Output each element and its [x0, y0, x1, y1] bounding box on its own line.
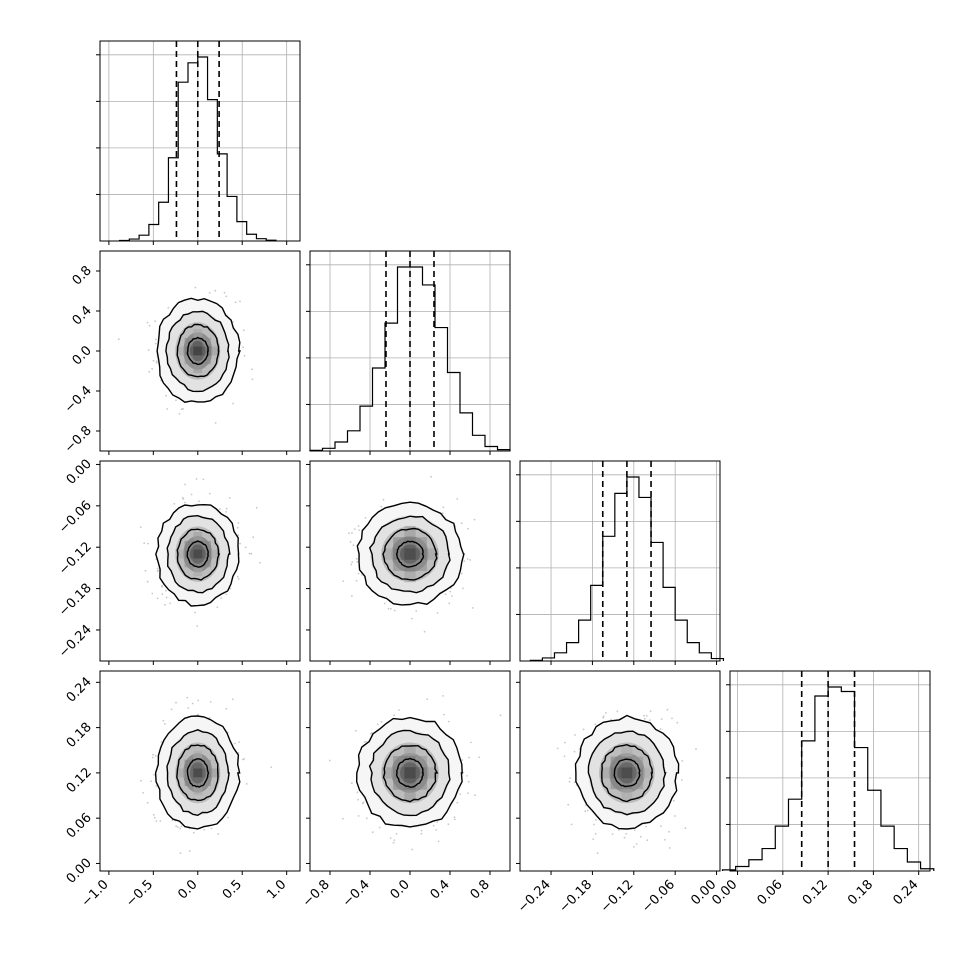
- x-tick-label: 0.06: [755, 877, 786, 908]
- contour-level-1: [382, 745, 439, 803]
- contour-level-2: [166, 729, 230, 817]
- y-tick-label: 0.4: [70, 303, 95, 328]
- y-tick-label: 0.12: [64, 765, 95, 796]
- x-tick-label: 0.5: [220, 877, 245, 902]
- y-tick-label: 0.8: [70, 263, 95, 288]
- y-tick-label: 0.24: [64, 675, 95, 706]
- contour-level-0: [613, 758, 641, 788]
- contour-level-3: [155, 503, 240, 607]
- x-tick-label: 0.00: [709, 877, 740, 908]
- contour-level-3: [156, 297, 241, 403]
- contour-level-2: [165, 310, 230, 393]
- panel-0-0: [96, 40, 301, 245]
- contour-level-3: [356, 501, 465, 606]
- contour-level-0: [395, 757, 424, 788]
- x-tick-label: 0.0: [388, 877, 413, 902]
- panel-3-2: −0.24 −0.18 −0.12 −0.06 0.00: [515, 670, 721, 916]
- y-tick-label: −0.8: [62, 423, 95, 456]
- y-tick-label: 0.00: [64, 457, 95, 488]
- y-tick-label: −0.18: [56, 581, 95, 620]
- y-tick-label: −0.4: [62, 383, 95, 416]
- contour-level-2: [368, 515, 451, 594]
- contour-level-0: [186, 758, 210, 788]
- y-tick-label: −0.06: [56, 498, 95, 537]
- y-tick-label: −0.12: [56, 539, 95, 578]
- x-tick-label: −0.06: [639, 877, 678, 916]
- x-tick-label: −1.0: [79, 877, 112, 910]
- contour-level-1: [382, 527, 438, 581]
- x-tick-label: 0.4: [428, 877, 453, 902]
- axes-frame: [99, 460, 301, 662]
- x-tick-label: 0.18: [845, 877, 876, 908]
- contour-level-1: [176, 744, 219, 802]
- histogram-0: [118, 56, 277, 242]
- panel-2-2: [516, 460, 725, 665]
- contour-level-3: [154, 715, 241, 830]
- contour-level-0: [186, 540, 209, 568]
- x-tick-label: −0.24: [515, 877, 554, 916]
- x-tick-label: −0.5: [123, 877, 156, 910]
- contour-level-0: [186, 336, 209, 366]
- contour-level-2: [166, 514, 231, 594]
- y-tick-label: 0.18: [64, 720, 95, 751]
- y-tick-label: 0.00: [64, 856, 95, 887]
- y-tick-label: 0.06: [64, 810, 95, 841]
- panel-1-0: −0.8 −0.4 0.0 0.4 0.8: [62, 250, 301, 456]
- x-tick-label: 1.0: [264, 877, 289, 902]
- panel-2-0: −0.24−0.18−0.12−0.06 0.00: [56, 457, 301, 665]
- axes-frame: [99, 670, 301, 872]
- panel-3-3: 0.00 0.06 0.12 0.18 0.24: [709, 670, 935, 908]
- axes-frame: [519, 670, 721, 872]
- x-tick-label: −0.8: [300, 877, 333, 910]
- contour-level-2: [368, 729, 451, 817]
- axes-frame: [99, 40, 301, 242]
- x-tick-label: 0.8: [468, 877, 493, 902]
- x-tick-label: 0.0: [175, 877, 200, 902]
- contour-level-1: [601, 743, 654, 803]
- axes-frame: [519, 460, 721, 662]
- x-tick-label: 0.24: [890, 877, 921, 908]
- contour-level-1: [176, 528, 221, 581]
- contour-level-3: [355, 716, 463, 828]
- panel-3-1: −0.8 −0.4 0.0 0.4 0.8: [300, 670, 511, 910]
- contour-level-1: [176, 323, 220, 378]
- y-tick-label: −0.24: [56, 622, 95, 661]
- contour-level-2: [587, 730, 667, 816]
- panel-2-1: [306, 460, 511, 665]
- axes-frame: [729, 670, 931, 872]
- x-tick-label: 0.12: [800, 877, 831, 908]
- panel-3-0: −1.0 −0.5 0.0 0.5 1.0 0.00 0.06 0.12 0.18 0.24: [64, 670, 301, 910]
- y-tick-label: 0.0: [70, 343, 95, 368]
- x-tick-label: −0.12: [598, 877, 637, 916]
- panel-1-1: [306, 250, 511, 455]
- x-tick-label: −0.18: [556, 877, 595, 916]
- contour-level-0: [395, 540, 425, 568]
- x-tick-label: −0.4: [340, 877, 373, 910]
- contour-level-3: [574, 714, 680, 830]
